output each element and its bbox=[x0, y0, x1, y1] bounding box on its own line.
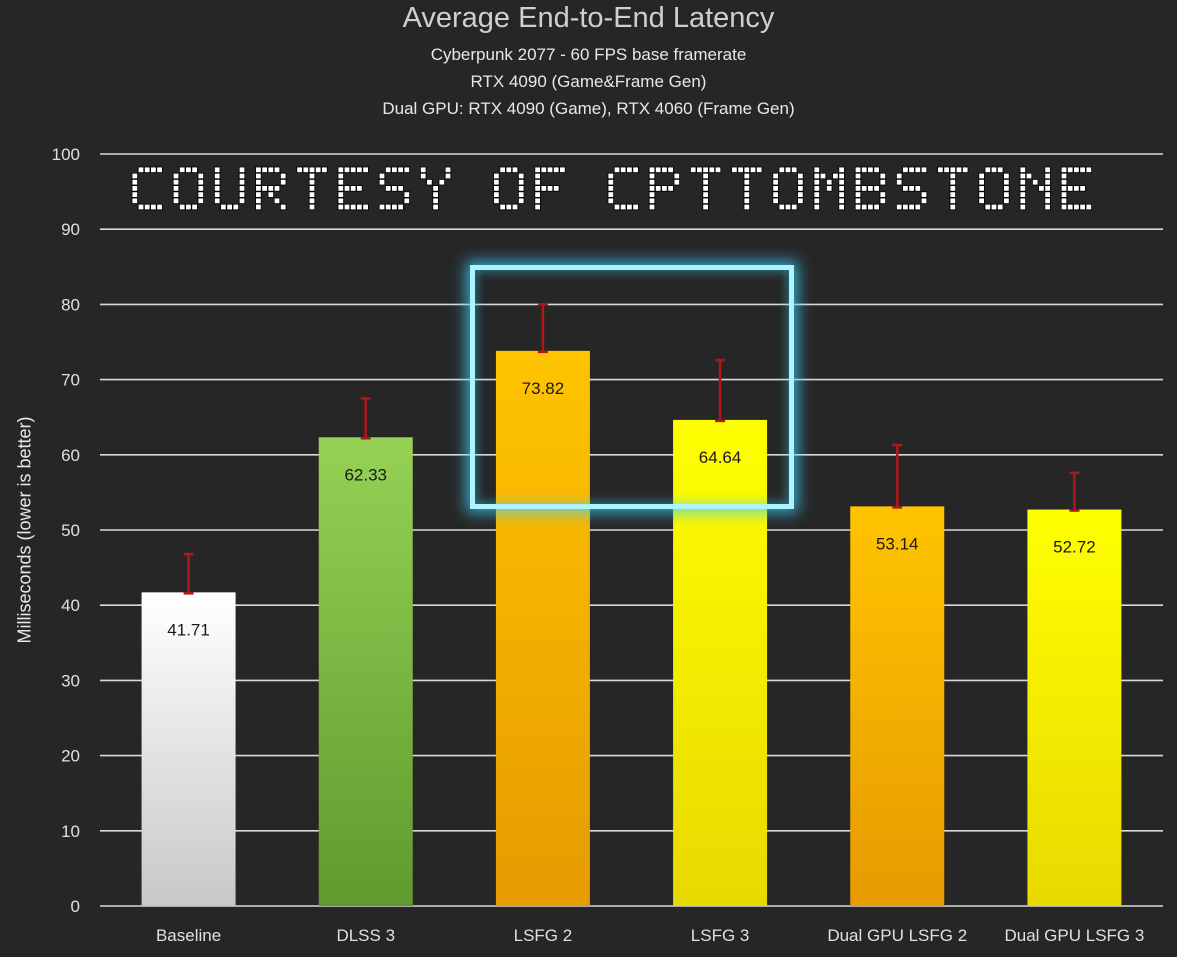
chart-subtitle-line: Dual GPU: RTX 4090 (Game), RTX 4060 (Fra… bbox=[382, 99, 795, 118]
y-tick-label: 90 bbox=[61, 220, 80, 239]
highlight-box bbox=[470, 265, 794, 509]
data-label: 73.82 bbox=[522, 379, 565, 398]
watermark-courtesy-of-cpttombstone bbox=[131, 166, 1092, 211]
y-tick-label: 20 bbox=[61, 747, 80, 766]
y-tick-label: 40 bbox=[61, 596, 80, 615]
chart-title: Average End-to-End Latency bbox=[402, 2, 775, 34]
data-label: 41.71 bbox=[167, 620, 210, 639]
x-tick-label: LSFG 3 bbox=[691, 926, 750, 945]
x-tick-label: Baseline bbox=[156, 926, 221, 945]
y-tick-label: 50 bbox=[61, 521, 80, 540]
bar bbox=[141, 592, 236, 906]
y-tick-label: 0 bbox=[71, 897, 80, 916]
x-tick-label: LSFG 2 bbox=[514, 926, 573, 945]
data-label: 52.72 bbox=[1053, 538, 1096, 557]
y-tick-label: 80 bbox=[61, 295, 80, 314]
bar bbox=[318, 437, 413, 906]
chart-subtitle-line: Cyberpunk 2077 - 60 FPS base framerate bbox=[430, 45, 747, 64]
bar bbox=[850, 506, 945, 906]
data-label: 64.64 bbox=[699, 448, 742, 467]
data-label: 53.14 bbox=[876, 534, 919, 553]
y-tick-label: 70 bbox=[61, 371, 80, 390]
chart-subtitle-line: RTX 4090 (Game&Frame Gen) bbox=[470, 72, 707, 91]
data-label: 62.33 bbox=[344, 465, 387, 484]
y-tick-label: 30 bbox=[61, 671, 80, 690]
bar bbox=[495, 350, 590, 906]
x-tick-label: DLSS 3 bbox=[336, 926, 395, 945]
bar bbox=[673, 419, 768, 906]
x-tick-label: Dual GPU LSFG 3 bbox=[1005, 926, 1145, 945]
y-tick-label: 60 bbox=[61, 446, 80, 465]
y-tick-label: 10 bbox=[61, 822, 80, 841]
x-tick-label: Dual GPU LSFG 2 bbox=[827, 926, 967, 945]
y-tick-label: 100 bbox=[52, 145, 80, 164]
bar bbox=[1027, 509, 1122, 906]
